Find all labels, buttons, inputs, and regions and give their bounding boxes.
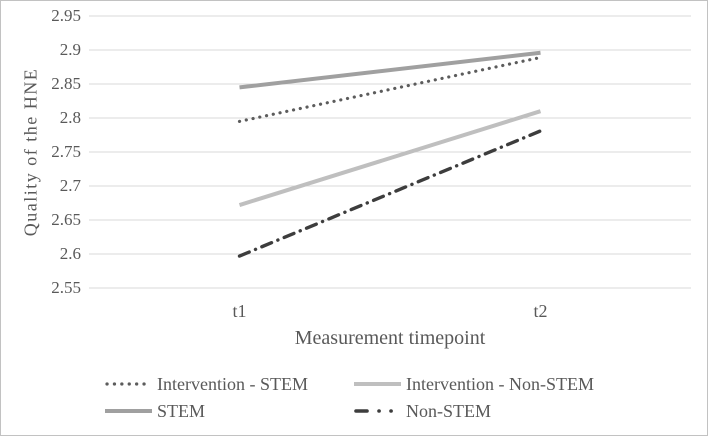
y-tick-label: 2.7 [59, 176, 81, 195]
series-line [237, 129, 543, 258]
legend-item-intervention-stem: Intervention - STEM [104, 373, 308, 395]
y-tick-label: 2.6 [59, 244, 81, 263]
plot-area [89, 15, 691, 289]
legend-item-non-stem: Non-STEM [353, 400, 491, 422]
y-tick-label: 2.55 [51, 278, 81, 297]
series-line [238, 109, 542, 207]
legend-label: Intervention - Non-STEM [406, 373, 594, 394]
dash-dot-line-swatch-icon [354, 409, 393, 413]
y-tick-label: 2.95 [51, 6, 81, 25]
solid-line-swatch-icon [105, 409, 152, 413]
legend-label: Intervention - STEM [157, 373, 308, 394]
y-tick-label: 2.85 [51, 74, 81, 93]
solid-line-swatch-icon [354, 382, 401, 386]
legend-item-stem: STEM [104, 400, 205, 422]
series-line [239, 50, 541, 90]
legend-label: STEM [157, 400, 206, 421]
x-axis-title: Measurement timepoint [294, 327, 486, 349]
dotted-line-swatch-icon [105, 382, 153, 386]
y-tick-label: 2.75 [51, 142, 81, 161]
series-line [237, 55, 543, 124]
legend-label: Non-STEM [406, 400, 491, 421]
legend-item-intervention-non-stem: Intervention - Non-STEM [353, 373, 594, 395]
y-tick-label: 2.8 [59, 108, 81, 127]
x-tick-label: t1 [232, 301, 247, 321]
y-tick-label: 2.9 [59, 40, 81, 59]
y-tick-label: 2.65 [51, 210, 81, 229]
x-tick-label: t2 [533, 301, 548, 321]
